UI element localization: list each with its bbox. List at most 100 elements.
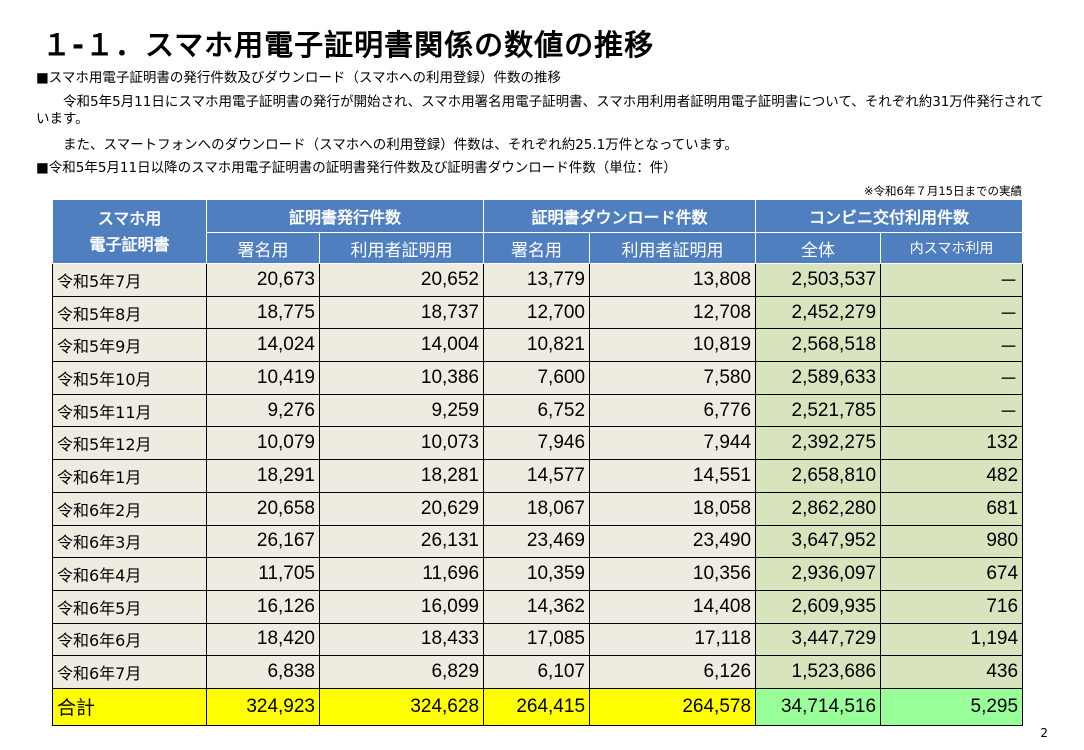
month-label: 令和6年3月 — [52, 524, 207, 559]
subheader-download-user: 利用者証明用 — [589, 232, 757, 264]
convenience-total-cell: 1,523,686 — [755, 655, 882, 689]
issue-user-cell: 18,281 — [318, 459, 485, 493]
table-row: 令和6年6月 18,420 18,433 17,085 17,118 3,447,729 1… — [52, 622, 1024, 657]
download-user-cell: 14,408 — [589, 589, 757, 624]
convenience-smartphone-cell: 132 — [880, 426, 1024, 461]
convenience-smartphone-cell: 674 — [880, 557, 1024, 591]
group-header-convenience: コンビニ交付利用件数 — [755, 199, 1024, 233]
subheader-issue-signature: 署名用 — [206, 232, 320, 264]
issue-user-cell: 10,073 — [318, 426, 485, 461]
table-row: 令和6年1月 18,291 18,281 14,577 14,551 2,658,810 4… — [52, 459, 1024, 493]
month-label: 令和5年9月 — [52, 328, 207, 363]
paragraph-issuance: 令和5年5月11日にスマホ用電子証明書の発行が開始され、スマホ用署名用電子証明書… — [36, 94, 1044, 127]
convenience-smartphone-cell: 681 — [880, 491, 1024, 526]
paragraph-download: また、スマートフォンへのダウンロード（スマホへの利用登録）件数は、それぞれ約25… — [36, 137, 738, 153]
issue-signature-cell: 18,420 — [206, 622, 320, 657]
month-label: 令和5年10月 — [52, 361, 207, 395]
issue-signature-cell: 324,923 — [206, 687, 320, 727]
month-label: 令和6年5月 — [52, 589, 207, 624]
download-user-cell: 23,490 — [589, 524, 757, 559]
certificate-stats-table: スマホ用 電子証明書 証明書発行件数 証明書ダウンロード件数 コンビニ交付利用件… — [52, 199, 1024, 727]
convenience-smartphone-cell: － — [880, 263, 1024, 297]
convenience-smartphone-cell: 436 — [880, 655, 1024, 689]
download-user-cell: 6,776 — [589, 393, 757, 428]
download-user-cell: 12,708 — [589, 295, 757, 330]
table-row: 令和5年7月 20,673 20,652 13,779 13,808 2,503,537 － — [52, 263, 1024, 297]
convenience-smartphone-cell: － — [880, 361, 1024, 395]
issue-user-cell: 324,628 — [318, 687, 485, 727]
table-row: 令和5年11月 9,276 9,259 6,752 6,776 2,521,785 － — [52, 393, 1024, 428]
convenience-smartphone-cell: 5,295 — [880, 687, 1024, 727]
month-label: 令和5年7月 — [52, 263, 207, 297]
download-signature-cell: 17,085 — [483, 622, 591, 657]
convenience-smartphone-cell: 980 — [880, 524, 1024, 559]
download-user-cell: 10,356 — [589, 557, 757, 591]
download-user-cell: 18,058 — [589, 491, 757, 526]
convenience-total-cell: 3,647,952 — [755, 524, 882, 559]
subheader-issue-user: 利用者証明用 — [318, 232, 485, 264]
table-row: 令和6年3月 26,167 26,131 23,469 23,490 3,647,952 9… — [52, 524, 1024, 559]
issue-user-cell: 18,737 — [318, 295, 485, 330]
issue-signature-cell: 6,838 — [206, 655, 320, 689]
download-user-cell: 7,580 — [589, 361, 757, 395]
page-number: 2 — [1040, 726, 1048, 740]
month-label: 令和6年7月 — [52, 655, 207, 689]
table-row: 令和5年9月 14,024 14,004 10,821 10,819 2,568,518 － — [52, 328, 1024, 363]
convenience-total-cell: 2,658,810 — [755, 459, 882, 493]
issue-signature-cell: 11,705 — [206, 557, 320, 591]
group-header-issuance: 証明書発行件数 — [205, 199, 485, 233]
table-row: 令和5年8月 18,775 18,737 12,700 12,708 2,452,279 － — [52, 295, 1024, 330]
download-signature-cell: 18,067 — [483, 491, 591, 526]
download-signature-cell: 12,700 — [483, 295, 591, 330]
convenience-total-cell: 2,609,935 — [755, 589, 882, 624]
issue-user-cell: 16,099 — [318, 589, 485, 624]
download-user-cell: 17,118 — [589, 622, 757, 657]
table-row: 令和6年4月 11,705 11,696 10,359 10,356 2,936,097 6… — [52, 557, 1024, 591]
month-label: 令和5年8月 — [52, 295, 207, 330]
table-row: 令和6年5月 16,126 16,099 14,362 14,408 2,609,935 7… — [52, 589, 1024, 624]
issue-signature-cell: 16,126 — [206, 589, 320, 624]
data-period-note: ※令和6年７月15日までの実績 — [863, 184, 1022, 198]
convenience-total-cell: 2,862,280 — [755, 491, 882, 526]
convenience-smartphone-cell: － — [880, 393, 1024, 428]
subheader-convenience-total: 全体 — [755, 232, 882, 264]
issue-user-cell: 14,004 — [318, 328, 485, 363]
convenience-smartphone-cell: － — [880, 295, 1024, 330]
convenience-total-cell: 2,392,275 — [755, 426, 882, 461]
convenience-total-cell: 3,447,729 — [755, 622, 882, 657]
total-label: 合計 — [52, 687, 207, 727]
issue-signature-cell: 18,291 — [206, 459, 320, 493]
issue-signature-cell: 9,276 — [206, 393, 320, 428]
download-signature-cell: 23,469 — [483, 524, 591, 559]
subheader-download-signature: 署名用 — [483, 232, 591, 264]
table-row: 令和6年2月 20,658 20,629 18,067 18,058 2,862,280 6… — [52, 491, 1024, 526]
download-signature-cell: 14,362 — [483, 589, 591, 624]
download-signature-cell: 6,752 — [483, 393, 591, 428]
download-signature-cell: 7,600 — [483, 361, 591, 395]
convenience-smartphone-cell: 482 — [880, 459, 1024, 493]
month-label: 令和6年2月 — [52, 491, 207, 526]
convenience-total-cell: 2,452,279 — [755, 295, 882, 330]
issue-user-cell: 6,829 — [318, 655, 485, 689]
convenience-total-cell: 2,503,537 — [755, 263, 882, 297]
issue-user-cell: 18,433 — [318, 622, 485, 657]
download-user-cell: 6,126 — [589, 655, 757, 689]
row-header: スマホ用 電子証明書 — [52, 199, 207, 264]
download-user-cell: 7,944 — [589, 426, 757, 461]
month-label: 令和5年12月 — [52, 426, 207, 461]
issue-user-cell: 20,652 — [318, 263, 485, 297]
table-row: 令和5年12月 10,079 10,073 7,946 7,944 2,392,275 13… — [52, 426, 1024, 461]
download-signature-cell: 7,946 — [483, 426, 591, 461]
group-header-download: 証明書ダウンロード件数 — [483, 199, 757, 233]
convenience-total-cell: 2,521,785 — [755, 393, 882, 428]
issue-user-cell: 10,386 — [318, 361, 485, 395]
month-label: 令和6年1月 — [52, 459, 207, 493]
table-row: 令和6年7月 6,838 6,829 6,107 6,126 1,523,686 436 — [52, 655, 1024, 689]
convenience-smartphone-cell: 1,194 — [880, 622, 1024, 657]
issue-signature-cell: 18,775 — [206, 295, 320, 330]
issue-user-cell: 26,131 — [318, 524, 485, 559]
issue-user-cell: 20,629 — [318, 491, 485, 526]
convenience-total-cell: 2,936,097 — [755, 557, 882, 591]
month-label: 令和6年4月 — [52, 557, 207, 591]
download-signature-cell: 10,359 — [483, 557, 591, 591]
